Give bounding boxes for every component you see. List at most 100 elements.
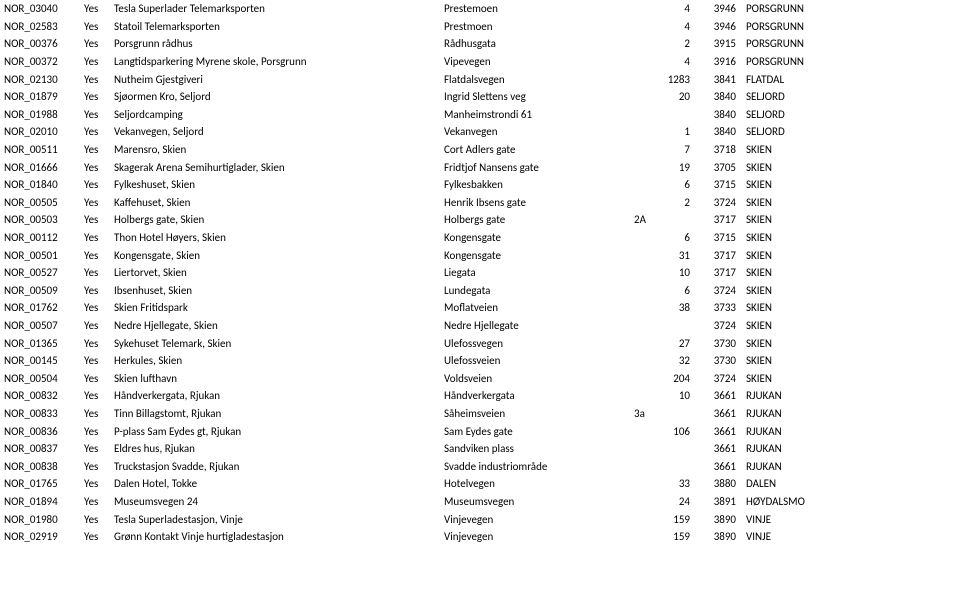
cell-yes: Yes	[80, 352, 110, 370]
cell-address: Hotelvegen	[440, 475, 630, 493]
cell-zip: 3916	[700, 53, 740, 71]
cell-city: SKIEN	[740, 141, 960, 159]
cell-number: 6	[630, 229, 700, 247]
cell-city: VINJE	[740, 528, 960, 546]
cell-address: Såheimsveien	[440, 405, 630, 423]
cell-number: 32	[630, 352, 700, 370]
cell-address: Vinjevegen	[440, 510, 630, 528]
cell-name: Dalen Hotel, Tokke	[110, 475, 440, 493]
cell-zip: 3717	[700, 264, 740, 282]
cell-number: 27	[630, 334, 700, 352]
table-row: NOR_00112YesThon Hotel Høyers, SkienKong…	[0, 229, 960, 247]
cell-number	[630, 440, 700, 458]
cell-address: Sam Eydes gate	[440, 422, 630, 440]
cell-yes: Yes	[80, 35, 110, 53]
table-row: NOR_01980YesTesla Superladestasjon, Vinj…	[0, 510, 960, 528]
cell-name: Porsgrunn rådhus	[110, 35, 440, 53]
cell-name: Tesla Superlader Telemarksporten	[110, 0, 440, 18]
cell-address: Cort Adlers gate	[440, 141, 630, 159]
cell-yes: Yes	[80, 440, 110, 458]
cell-id: NOR_00527	[0, 264, 80, 282]
cell-id: NOR_02583	[0, 18, 80, 36]
table-row: NOR_01762YesSkien FritidsparkMoflatveien…	[0, 299, 960, 317]
cell-address: Vekanvegen	[440, 123, 630, 141]
cell-city: SELJORD	[740, 88, 960, 106]
table-row: NOR_00838YesTruckstasjon Svadde, RjukanS…	[0, 457, 960, 475]
cell-name: Skagerak Arena Semihurtiglader, Skien	[110, 158, 440, 176]
cell-id: NOR_01894	[0, 493, 80, 511]
cell-address: Henrik Ibsens gate	[440, 194, 630, 212]
cell-yes: Yes	[80, 194, 110, 212]
cell-name: P-plass Sam Eydes gt, Rjukan	[110, 422, 440, 440]
cell-address: Museumsvegen	[440, 493, 630, 511]
cell-zip: 3915	[700, 35, 740, 53]
cell-city: SKIEN	[740, 246, 960, 264]
cell-yes: Yes	[80, 457, 110, 475]
table-row: NOR_01988YesSeljordcampingManheimstrondi…	[0, 106, 960, 124]
cell-id: NOR_03040	[0, 0, 80, 18]
cell-number: 31	[630, 246, 700, 264]
cell-id: NOR_00837	[0, 440, 80, 458]
cell-number: 7	[630, 141, 700, 159]
cell-id: NOR_02010	[0, 123, 80, 141]
cell-city: SKIEN	[740, 229, 960, 247]
cell-name: Grønn Kontakt Vinje hurtigladestasjon	[110, 528, 440, 546]
cell-number: 20	[630, 88, 700, 106]
cell-city: SKIEN	[740, 264, 960, 282]
cell-address: Vinjevegen	[440, 528, 630, 546]
cell-city: SELJORD	[740, 123, 960, 141]
table-row: NOR_00837YesEldres hus, RjukanSandviken …	[0, 440, 960, 458]
cell-number: 2	[630, 35, 700, 53]
cell-number	[630, 317, 700, 335]
cell-address: Nedre Hjellegate	[440, 317, 630, 335]
cell-name: Nutheim Gjestgiveri	[110, 70, 440, 88]
cell-number: 10	[630, 387, 700, 405]
cell-zip: 3733	[700, 299, 740, 317]
cell-id: NOR_02919	[0, 528, 80, 546]
cell-name: Holbergs gate, Skien	[110, 211, 440, 229]
cell-zip: 3730	[700, 334, 740, 352]
cell-address: Sandviken plass	[440, 440, 630, 458]
cell-number: 33	[630, 475, 700, 493]
cell-name: Truckstasjon Svadde, Rjukan	[110, 457, 440, 475]
cell-address: Svadde industriområde	[440, 457, 630, 475]
table-row: NOR_01666YesSkagerak Arena Semihurtiglad…	[0, 158, 960, 176]
cell-address: Rådhusgata	[440, 35, 630, 53]
table-row: NOR_00509YesIbsenhuset, SkienLundegata63…	[0, 282, 960, 300]
cell-city: RJUKAN	[740, 440, 960, 458]
cell-zip: 3841	[700, 70, 740, 88]
cell-name: Sjøormen Kro, Seljord	[110, 88, 440, 106]
cell-id: NOR_00505	[0, 194, 80, 212]
cell-city: SKIEN	[740, 211, 960, 229]
table-row: NOR_01365YesSykehuset Telemark, SkienUle…	[0, 334, 960, 352]
cell-yes: Yes	[80, 211, 110, 229]
cell-address: Manheimstrondi 61	[440, 106, 630, 124]
cell-yes: Yes	[80, 18, 110, 36]
table-row: NOR_00504YesSkien lufthavnVoldsveien2043…	[0, 369, 960, 387]
cell-city: SKIEN	[740, 317, 960, 335]
cell-number: 4	[630, 18, 700, 36]
cell-number	[630, 457, 700, 475]
table-row: NOR_02919YesGrønn Kontakt Vinje hurtigla…	[0, 528, 960, 546]
cell-yes: Yes	[80, 88, 110, 106]
cell-id: NOR_00833	[0, 405, 80, 423]
cell-id: NOR_00145	[0, 352, 80, 370]
cell-yes: Yes	[80, 299, 110, 317]
cell-yes: Yes	[80, 334, 110, 352]
cell-number: 159	[630, 528, 700, 546]
cell-name: Ibsenhuset, Skien	[110, 282, 440, 300]
cell-zip: 3724	[700, 282, 740, 300]
cell-city: HØYDALSMO	[740, 493, 960, 511]
cell-address: Ulefossvegen	[440, 334, 630, 352]
cell-yes: Yes	[80, 369, 110, 387]
cell-yes: Yes	[80, 422, 110, 440]
cell-city: RJUKAN	[740, 457, 960, 475]
cell-city: PORSGRUNN	[740, 35, 960, 53]
table-row: NOR_00505YesKaffehuset, SkienHenrik Ibse…	[0, 194, 960, 212]
cell-id: NOR_00511	[0, 141, 80, 159]
cell-yes: Yes	[80, 282, 110, 300]
cell-number: 106	[630, 422, 700, 440]
cell-city: SKIEN	[740, 352, 960, 370]
cell-address: Fylkesbakken	[440, 176, 630, 194]
cell-yes: Yes	[80, 493, 110, 511]
